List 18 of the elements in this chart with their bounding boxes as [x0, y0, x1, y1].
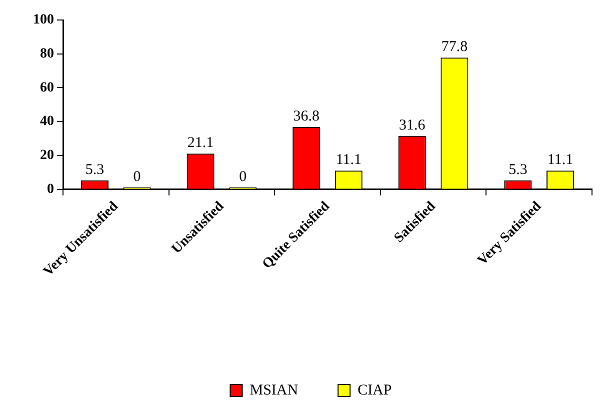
data-label: 5.3 — [85, 162, 104, 178]
data-label: 77.8 — [441, 39, 468, 56]
y-tick-label: 0 — [47, 182, 54, 197]
y-tick-label: 20 — [40, 148, 54, 164]
y-tick-label: 60 — [40, 80, 54, 96]
legend-label: CIAP — [358, 382, 392, 398]
data-label: 11.1 — [336, 152, 362, 168]
data-label: 11.1 — [547, 152, 574, 168]
data-label: 31.6 — [399, 117, 426, 134]
data-label: 5.3 — [508, 162, 528, 178]
y-tick-label: 80 — [40, 46, 54, 62]
data-label: 0 — [133, 168, 141, 185]
y-tick-label: 100 — [33, 12, 54, 28]
data-label: 36.8 — [293, 108, 320, 124]
data-label: 21.1 — [187, 135, 214, 152]
data-label: 0 — [239, 168, 247, 185]
y-tick-label: 40 — [40, 114, 54, 130]
legend-label: MSIAN — [250, 382, 298, 398]
